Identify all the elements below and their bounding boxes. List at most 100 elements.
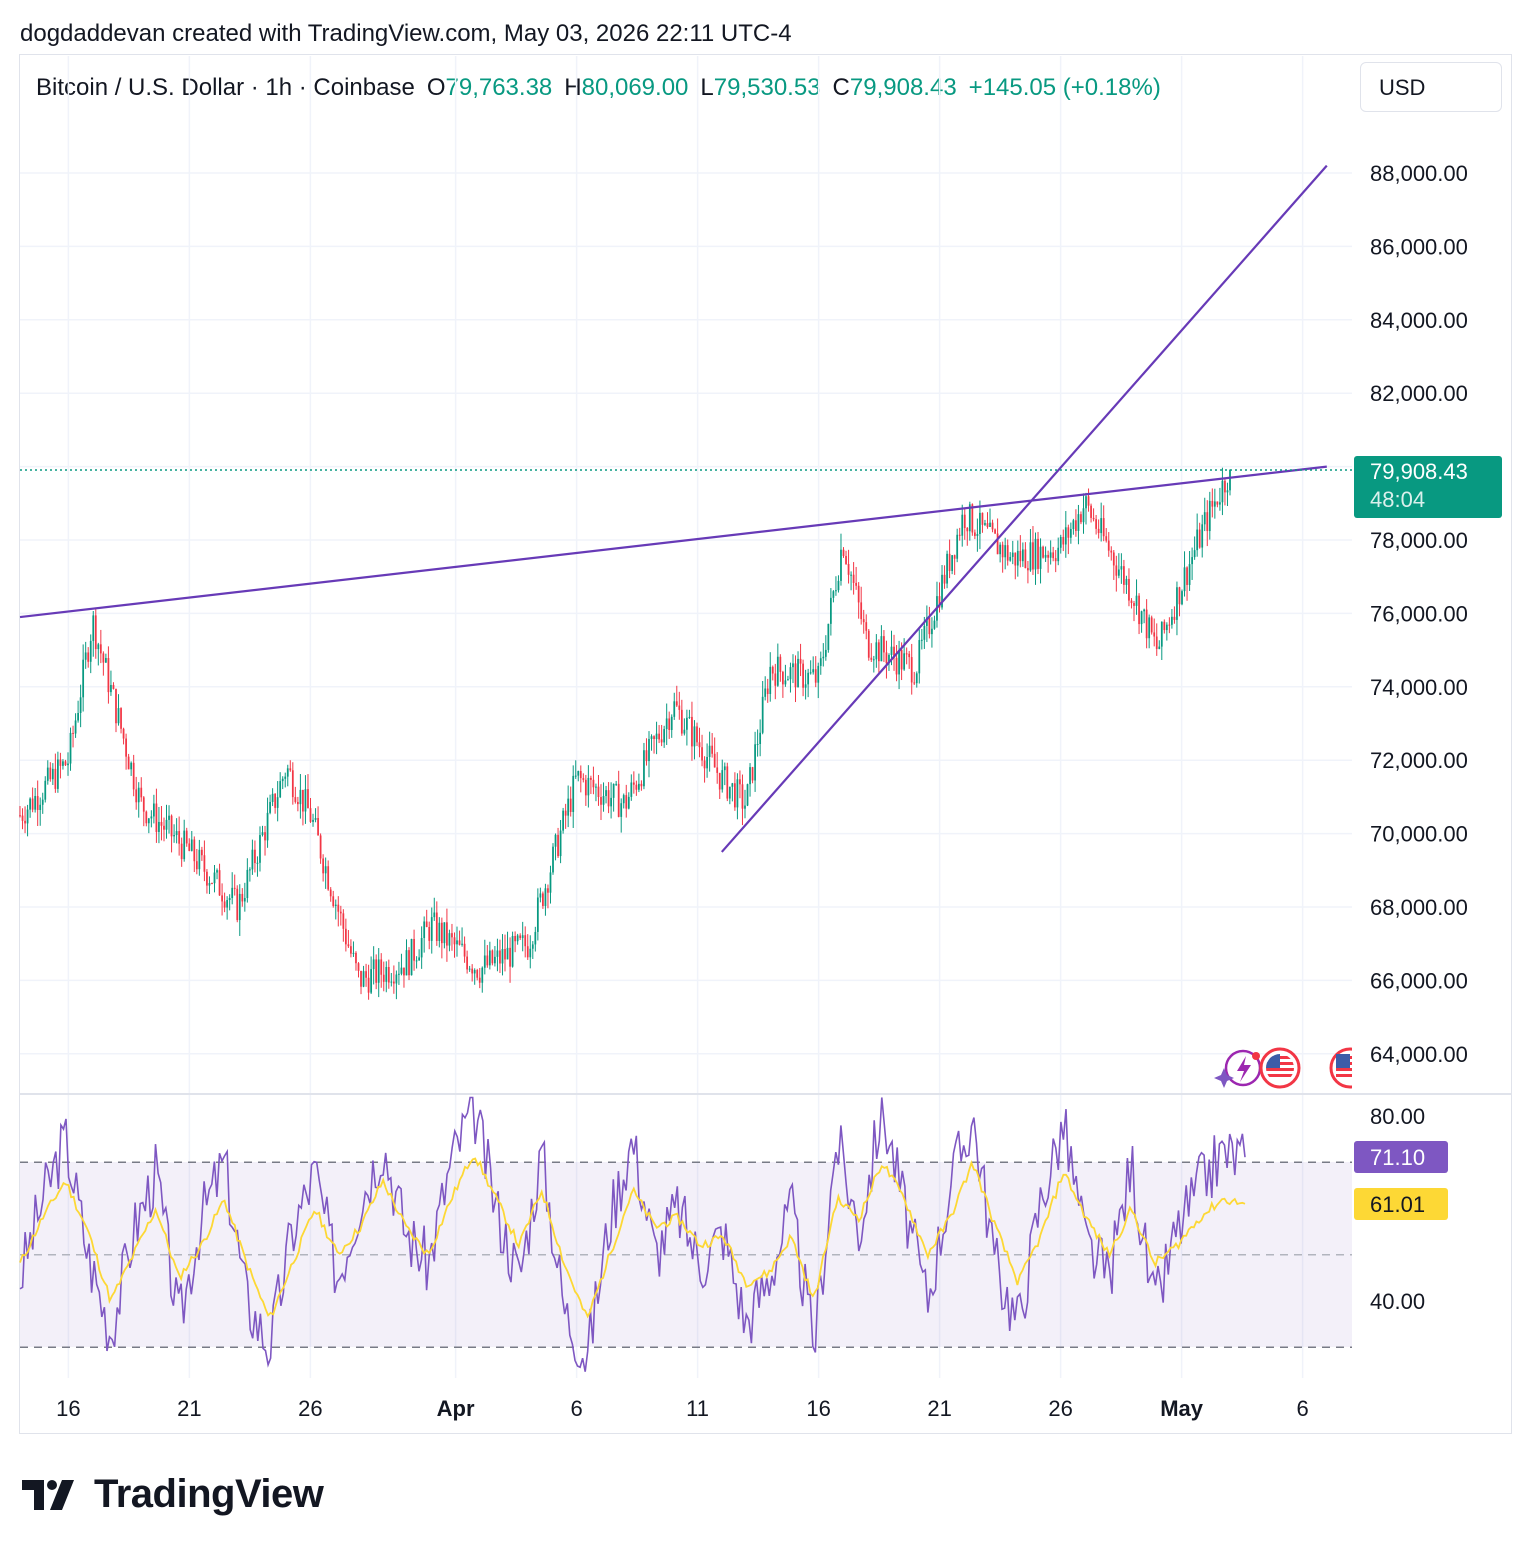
candle xyxy=(610,782,612,819)
tradingview-brand[interactable]: TradingView xyxy=(22,1472,324,1517)
candle xyxy=(1213,488,1216,519)
price-axis-label: 74,000.00 xyxy=(1370,675,1468,700)
candle xyxy=(562,807,564,834)
candle xyxy=(1037,531,1039,575)
candle xyxy=(1117,553,1120,579)
candle xyxy=(572,765,575,828)
candle xyxy=(925,605,928,643)
candle xyxy=(789,662,792,693)
candle xyxy=(36,780,39,827)
candle xyxy=(105,653,107,663)
trendline-1[interactable] xyxy=(19,465,1327,619)
candle xyxy=(140,777,143,802)
trendlines-group xyxy=(19,164,1328,853)
candle xyxy=(936,581,938,628)
candle xyxy=(120,707,122,734)
candle xyxy=(281,776,284,790)
candle xyxy=(1145,599,1148,649)
candle xyxy=(387,959,390,989)
candle xyxy=(1181,589,1183,606)
candle xyxy=(221,883,223,916)
candle xyxy=(943,565,946,589)
candle xyxy=(670,714,673,738)
candle xyxy=(953,554,956,575)
candle xyxy=(686,709,688,746)
currency-button[interactable]: USD xyxy=(1360,62,1502,112)
time-axis-label: May xyxy=(1160,1396,1204,1421)
candle xyxy=(415,956,418,969)
candle xyxy=(794,655,797,703)
us-flag-icon-2[interactable] xyxy=(1329,1047,1369,1089)
candle xyxy=(97,642,100,666)
time-axis: 16 21 26 Apr 6 11 16 21 26 May 6 xyxy=(56,1396,1309,1421)
candle xyxy=(165,804,168,839)
candle xyxy=(645,738,648,766)
candle xyxy=(913,671,916,686)
candle xyxy=(183,819,186,862)
candle xyxy=(1128,568,1130,607)
price-axis-label: 72,000.00 xyxy=(1370,748,1468,773)
candle xyxy=(309,797,312,823)
candle xyxy=(799,643,802,677)
symbol-name[interactable]: Bitcoin / U.S. Dollar · 1h · Coinbase xyxy=(36,74,415,101)
candle xyxy=(832,590,835,603)
candle xyxy=(1027,560,1029,584)
candle xyxy=(660,724,663,747)
candle xyxy=(302,789,304,826)
candle xyxy=(1095,514,1097,535)
candle xyxy=(822,643,825,667)
candle xyxy=(693,720,696,760)
candle xyxy=(206,869,208,894)
bar-countdown: 48:04 xyxy=(1370,487,1425,512)
candle xyxy=(488,941,491,970)
candle xyxy=(1047,550,1050,573)
candle xyxy=(1034,532,1037,585)
events-icon[interactable] xyxy=(1214,1049,1262,1088)
candle xyxy=(734,772,736,811)
candle xyxy=(473,968,476,985)
candle xyxy=(94,609,97,659)
candle xyxy=(304,775,307,824)
candle xyxy=(739,770,741,799)
candle xyxy=(1092,508,1095,522)
candle xyxy=(1176,581,1178,636)
candle xyxy=(1057,537,1060,566)
candle xyxy=(915,671,918,688)
candle xyxy=(433,897,436,921)
candle xyxy=(1110,546,1113,561)
candle xyxy=(842,547,845,558)
candle xyxy=(819,651,822,675)
candle xyxy=(491,949,494,966)
candle xyxy=(443,922,446,949)
candle xyxy=(723,762,726,786)
candle xyxy=(1120,553,1123,584)
candle xyxy=(248,867,251,882)
candle xyxy=(675,685,678,708)
candle xyxy=(883,630,885,662)
candle xyxy=(731,782,734,802)
candle xyxy=(102,651,105,676)
candle xyxy=(716,752,719,784)
candle xyxy=(877,639,880,675)
candle xyxy=(324,857,327,889)
price-axis: 88,000.00 86,000.00 84,000.00 82,000.00 78,0… xyxy=(1370,161,1468,1067)
candle xyxy=(728,786,731,805)
candle xyxy=(413,929,415,971)
candle xyxy=(266,797,269,848)
us-flag-icon[interactable] xyxy=(1259,1047,1301,1089)
symbol-legend: Bitcoin / U.S. Dollar · 1h · Coinbase O79… xyxy=(36,74,1161,102)
candle xyxy=(339,905,342,926)
candle xyxy=(557,827,559,858)
candle xyxy=(898,640,900,690)
candle xyxy=(516,933,519,945)
trendline-2[interactable] xyxy=(720,164,1328,853)
candle xyxy=(1171,609,1173,629)
candle xyxy=(602,782,605,812)
candle xyxy=(845,550,847,565)
candle xyxy=(741,774,744,826)
candle xyxy=(706,743,708,778)
rsi-lines-group xyxy=(19,1096,1246,1372)
candle xyxy=(370,956,373,995)
candle xyxy=(860,586,863,625)
